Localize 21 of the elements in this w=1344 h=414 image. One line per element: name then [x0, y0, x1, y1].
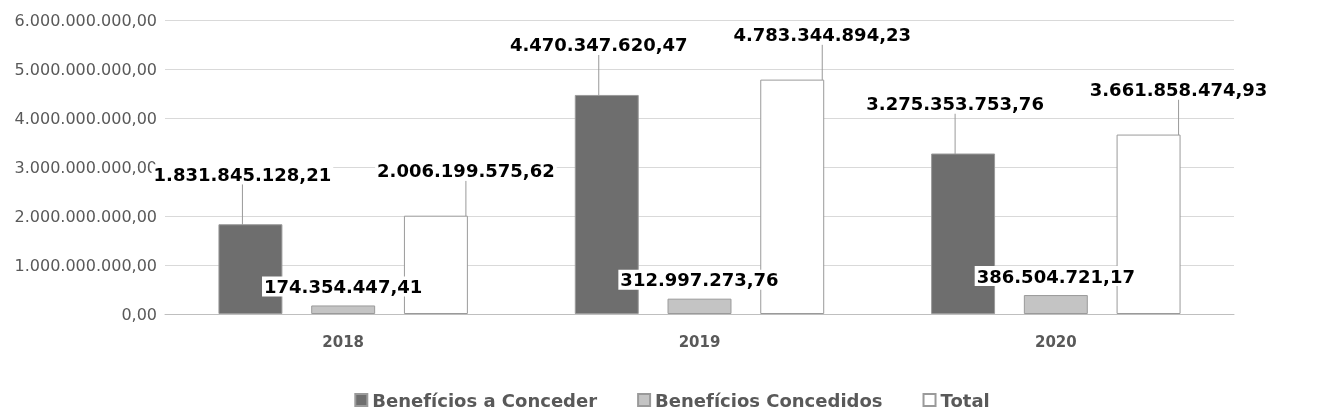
x-tick-label: 2018 [322, 332, 365, 351]
x-tick-label: 2020 [1034, 332, 1077, 351]
x-tick-label: 2019 [678, 332, 721, 351]
data-label: 386.504.721,17 [976, 265, 1135, 287]
data-label: 1.831.845.128,21 [153, 163, 332, 185]
y-tick-label: 6.000.000.000,00 [14, 10, 157, 30]
legend-label: Benefícios a Conceder [372, 389, 598, 411]
y-tick-label: 2.000.000.000,00 [14, 206, 157, 226]
data-label: 3.275.353.753,76 [866, 93, 1044, 115]
y-tick-label: 1.000.000.000,00 [14, 255, 157, 275]
data-label: 4.470.347.620,47 [509, 34, 688, 56]
data-label: 2.006.199.575,62 [377, 160, 555, 182]
data-label: 3.661.858.474,93 [1089, 79, 1268, 101]
data-label: 4.783.344.894,23 [733, 24, 912, 46]
y-tick-label: 0,00 [121, 304, 157, 324]
data-label: 174.354.447,41 [264, 275, 423, 297]
legend-label: Benefícios Concedidos [655, 389, 883, 411]
data-label: 312.997.273,76 [620, 269, 779, 291]
legend-label: Total [940, 389, 990, 411]
y-tick-label: 5.000.000.000,00 [14, 59, 157, 79]
y-tick-label: 4.000.000.000,00 [14, 108, 157, 128]
